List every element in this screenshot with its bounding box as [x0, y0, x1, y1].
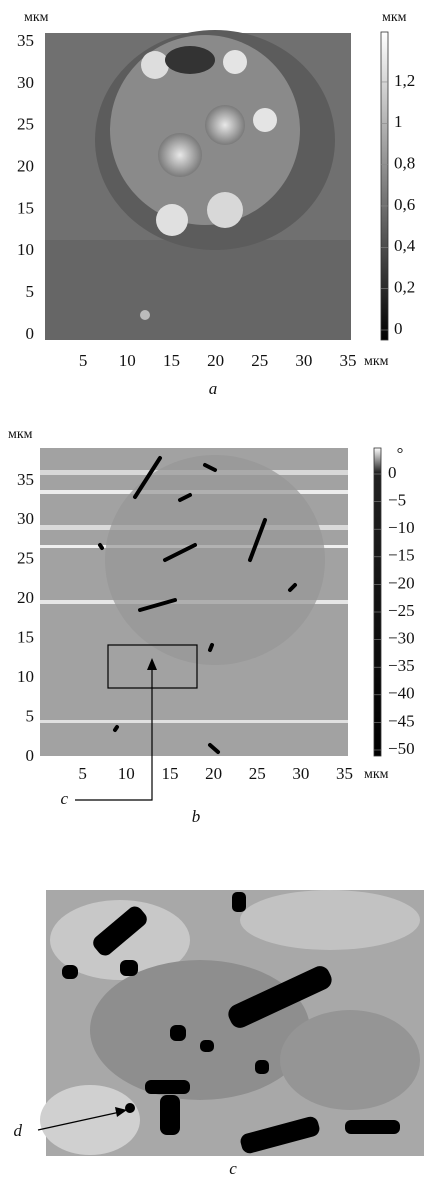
y-tick-label: 35: [17, 31, 34, 50]
x-tick-label: 15: [163, 351, 180, 370]
colorbar-tick-label: 0,4: [394, 236, 416, 255]
colorbar-b: [373, 447, 382, 757]
colorbar-unit: мкм: [382, 10, 407, 25]
caption: c: [229, 1159, 237, 1178]
y-tick-label: 25: [17, 115, 34, 134]
afm-image-a: [45, 30, 351, 340]
colorbar-tick-label: 1,2: [394, 71, 415, 90]
y-tick-label: 10: [17, 667, 34, 686]
colorbar-tick-label: −30: [388, 629, 415, 648]
colorbar-tick-label: 0: [388, 463, 397, 482]
y-tick-label: 30: [17, 73, 34, 92]
y-tick-label: 15: [17, 628, 34, 647]
y-unit: мкм: [24, 10, 49, 25]
colorbar-tick-label: −20: [388, 573, 415, 592]
y-tick-label: 30: [17, 509, 34, 528]
afm-image-b: [40, 448, 348, 756]
colorbar-a: [380, 31, 389, 341]
x-unit: мкм: [364, 767, 389, 782]
x-tick-label: 10: [119, 351, 136, 370]
x-tick-label: 35: [336, 764, 353, 783]
caption: a: [209, 379, 218, 398]
pointer-label: d: [14, 1121, 23, 1140]
colorbar-tick-label: −10: [388, 518, 415, 537]
y-tick-label: 15: [17, 198, 34, 217]
x-tick-label: 20: [205, 764, 222, 783]
x-tick-label: 5: [78, 764, 87, 783]
x-tick-label: 30: [295, 351, 312, 370]
x-tick-label: 25: [249, 764, 266, 783]
colorbar-tick-label: 0,8: [394, 154, 415, 173]
pointer-arrow-d: [37, 1107, 127, 1131]
colorbar-tick-label: 0,6: [394, 195, 415, 214]
x-tick-label: 15: [161, 764, 178, 783]
colorbar-top-label: °: [397, 444, 404, 463]
x-tick-label: 30: [292, 764, 309, 783]
y-tick-label: 10: [17, 240, 34, 259]
y-tick-label: 35: [17, 470, 34, 489]
colorbar-tick-label: 0: [394, 319, 403, 338]
colorbar-tick-label: −45: [388, 711, 415, 730]
colorbar-tick-label: 1: [394, 112, 403, 131]
x-tick-label: 35: [340, 351, 357, 370]
colorbar-tick-label: −15: [388, 546, 415, 565]
x-tick-label: 20: [207, 351, 224, 370]
y-tick-label: 20: [17, 588, 34, 607]
x-tick-label: 25: [251, 351, 268, 370]
pointer-label: c: [60, 789, 68, 808]
colorbar-tick-label: −50: [388, 739, 415, 758]
y-tick-label: 0: [26, 746, 35, 765]
y-tick-label: 25: [17, 549, 34, 568]
y-tick-label: 20: [17, 157, 34, 176]
x-tick-label: 5: [79, 351, 88, 370]
x-unit: мкм: [364, 354, 389, 369]
colorbar-tick-label: 0,2: [394, 278, 415, 297]
colorbar-tick-label: −25: [388, 601, 415, 620]
caption: b: [192, 807, 201, 826]
y-tick-label: 5: [26, 282, 35, 301]
pointer-arrow-c: [75, 658, 157, 801]
afm-image-c: [40, 890, 424, 1156]
y-unit: мкм: [8, 427, 33, 442]
y-tick-label: 0: [26, 324, 35, 343]
x-tick-label: 10: [118, 764, 135, 783]
colorbar-tick-label: −40: [388, 684, 415, 703]
colorbar-tick-label: −35: [388, 656, 415, 675]
y-tick-label: 5: [26, 706, 35, 725]
colorbar-tick-label: −5: [388, 491, 406, 510]
